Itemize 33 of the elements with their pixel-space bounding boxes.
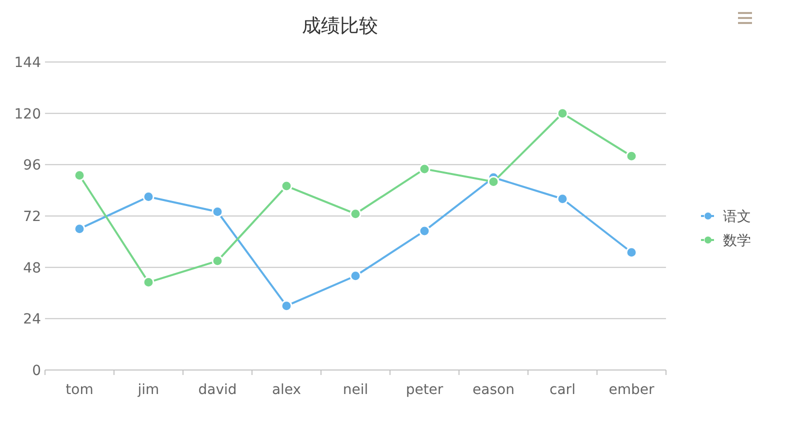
point [556,193,568,205]
point [212,255,224,267]
y-tick-label: 72 [23,209,41,225]
x-tick-label: eason [472,382,514,398]
point [74,223,86,235]
point [350,270,362,282]
legend-label: 语文 [723,209,751,225]
x-tick-label: peter [406,382,444,398]
x-tick-label: david [198,382,237,398]
x-tick-label: jim [136,382,160,398]
y-tick-label: 144 [14,55,42,71]
y-tick-label: 0 [32,363,41,379]
point [626,246,638,258]
point [418,225,430,237]
point [350,208,362,220]
legend-label: 数学 [723,233,751,249]
title: 成绩比较 [302,15,378,37]
y-tick-label: 120 [14,106,41,122]
point [280,180,292,192]
x-tick-label: tom [66,382,94,398]
point [74,170,86,182]
y-tick-label: 48 [23,260,41,276]
x-tick-label: carl [550,382,576,398]
x-tick-label: neil [342,382,368,398]
point [556,108,568,120]
x-tick-label: alex [272,382,302,398]
point [142,191,154,202]
point [626,150,638,162]
x-tick-label: ember [608,382,654,398]
point [418,163,430,175]
y-tick-label: 96 [23,158,42,174]
y-tick-label: 24 [23,312,42,328]
point [280,300,292,312]
